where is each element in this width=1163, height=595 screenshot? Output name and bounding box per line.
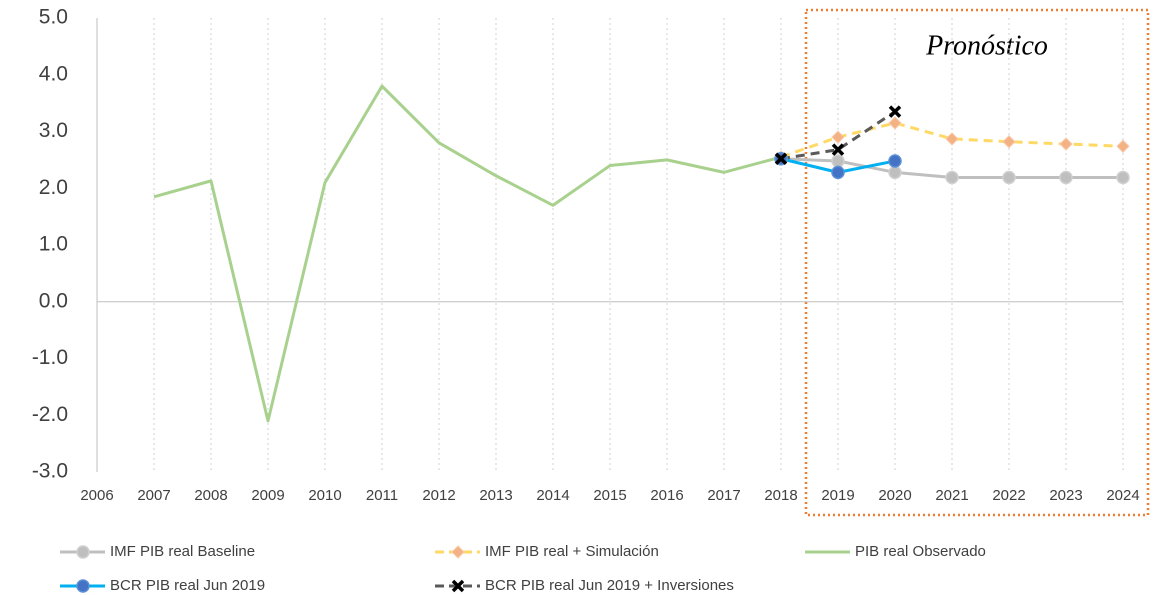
point	[888, 154, 902, 168]
point	[888, 105, 902, 118]
y-tick-label: -1.0	[32, 346, 68, 369]
legend-label: BCR PIB real Jun 2019	[110, 577, 265, 594]
point	[1116, 170, 1130, 185]
point	[888, 116, 902, 130]
point	[1116, 139, 1130, 153]
point	[831, 143, 845, 156]
x-tick-label: 2011	[366, 487, 398, 504]
x-tick-label: 2022	[992, 487, 1025, 504]
point	[945, 170, 959, 185]
x-tick-label: 2018	[764, 487, 797, 504]
y-tick-label: 4.0	[39, 62, 68, 85]
point	[888, 165, 902, 180]
legend-label: PIB real Observado	[855, 543, 986, 560]
x-tick-label: 2008	[194, 487, 227, 504]
y-tick-label: 1.0	[39, 233, 68, 256]
point	[831, 165, 845, 180]
legend-marker	[451, 545, 465, 559]
x-tick-label: 2009	[251, 487, 284, 504]
x-tick-label: 2023	[1049, 487, 1082, 504]
series-line	[153, 84, 782, 423]
x-tick-label: 2010	[308, 487, 341, 504]
x-tick-label: 2024	[1106, 487, 1139, 504]
x-tick-label: 2013	[479, 487, 512, 504]
point	[831, 154, 845, 168]
point	[831, 130, 845, 144]
legend-label: IMF PIB real + Simulación	[485, 543, 659, 560]
forecast-box	[804, 8, 1150, 517]
point	[1002, 135, 1016, 149]
legend-marker	[76, 545, 90, 559]
y-tick-label: 3.0	[39, 119, 68, 142]
series-line	[780, 110, 896, 161]
legend-marker	[76, 579, 90, 593]
x-tick-label: 2019	[821, 487, 854, 504]
x-tick-label: 2016	[650, 487, 683, 504]
annotation: Pronóstico	[925, 30, 1048, 61]
x-tick-label: 2020	[878, 487, 911, 504]
point	[1059, 170, 1073, 185]
y-tick-label: -2.0	[32, 403, 68, 426]
y-tick-label: 5.0	[39, 6, 68, 29]
point	[1059, 137, 1073, 151]
point	[945, 132, 959, 146]
x-tick-label: 2007	[137, 487, 170, 504]
y-tick-label: 2.0	[39, 176, 68, 199]
legend-label: IMF PIB real Baseline	[110, 543, 255, 560]
y-tick-label: -3.0	[32, 460, 68, 483]
x-tick-label: 2015	[593, 487, 626, 504]
point	[1002, 170, 1016, 185]
x-tick-label: 2017	[707, 487, 740, 504]
x-tick-label: 2021	[935, 487, 968, 504]
x-tick-label: 2014	[536, 487, 569, 504]
x-tick-label: 2006	[80, 487, 113, 504]
point	[774, 152, 788, 165]
y-tick-label: 0.0	[39, 289, 68, 312]
legend-label: BCR PIB real Jun 2019 + Inversiones	[485, 577, 734, 594]
x-tick-label: 2012	[422, 487, 455, 504]
legend-marker	[451, 579, 465, 593]
